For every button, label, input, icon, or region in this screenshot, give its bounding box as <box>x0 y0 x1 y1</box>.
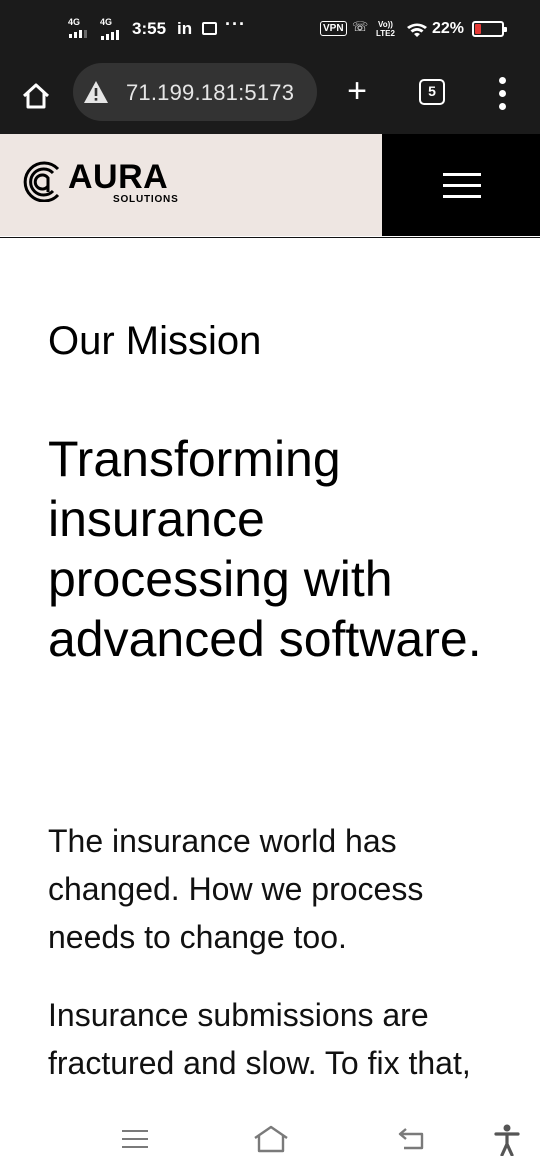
volte-bottom-label: LTE2 <box>376 29 395 38</box>
home-icon <box>22 83 50 109</box>
battery-icon <box>472 21 507 37</box>
browser-menu-button[interactable] <box>492 73 514 113</box>
system-home-icon <box>254 1125 288 1153</box>
address-bar[interactable]: 71.199.181:5173 <box>73 63 317 121</box>
tab-switcher-button[interactable]: 5 <box>419 79 445 105</box>
accessibility-icon <box>494 1124 520 1157</box>
network-type-1: 4G <box>68 17 81 27</box>
clock: 3:55 <box>132 19 167 38</box>
vpn-indicator: VPN <box>320 21 347 36</box>
system-navigation-bar <box>0 1110 540 1170</box>
back-icon <box>398 1128 424 1150</box>
wifi-calling-icon: ☏ <box>352 19 369 34</box>
not-secure-warning-icon[interactable] <box>83 80 109 109</box>
wifi-icon <box>406 22 428 43</box>
mission-headline: Transforming insurance processing with a… <box>48 431 482 667</box>
menu-toggle-button[interactable] <box>382 134 540 236</box>
browser-toolbar: 71.199.181:5173 + 5 <box>0 60 540 134</box>
mission-paragraph-2: Insurance submissions are fractured and … <box>48 997 471 1095</box>
volte-top-label: Vo)) <box>378 20 393 29</box>
brand-name: AURA <box>68 158 169 196</box>
volte-indicator: Vo)) LTE2 <box>376 20 395 38</box>
aura-logo-icon <box>23 161 60 202</box>
back-button[interactable] <box>398 1127 428 1156</box>
brand-logo-link[interactable]: AURA SOLUTIONS <box>0 134 382 236</box>
signal-strength-2-icon <box>101 30 119 40</box>
brand-tagline: SOLUTIONS <box>113 194 179 205</box>
browser-home-button[interactable] <box>18 78 54 114</box>
network-type-2: 4G <box>100 17 113 27</box>
home-button[interactable] <box>253 1124 289 1159</box>
mail-notification-icon <box>202 22 217 35</box>
battery-percent: 22% <box>432 20 465 37</box>
battery-level <box>475 24 482 34</box>
recents-button[interactable] <box>122 1130 148 1148</box>
signal-strength-1-icon <box>69 30 87 38</box>
site-header: AURA SOLUTIONS <box>0 134 540 238</box>
accessibility-button[interactable] <box>494 1124 520 1161</box>
url-text[interactable]: 71.199.181:5173 <box>126 80 295 105</box>
mission-paragraph-1: The insurance world has changed. How we … <box>48 823 424 955</box>
notification-app-label: in <box>177 19 193 38</box>
section-eyebrow: Our Mission <box>48 319 262 363</box>
more-notifications-icon: ··· <box>225 14 246 34</box>
status-bar: 4G 4G 3:55 in ··· VPN ☏ Vo)) LTE2 22% <box>0 0 540 60</box>
new-tab-button[interactable]: + <box>347 72 367 110</box>
